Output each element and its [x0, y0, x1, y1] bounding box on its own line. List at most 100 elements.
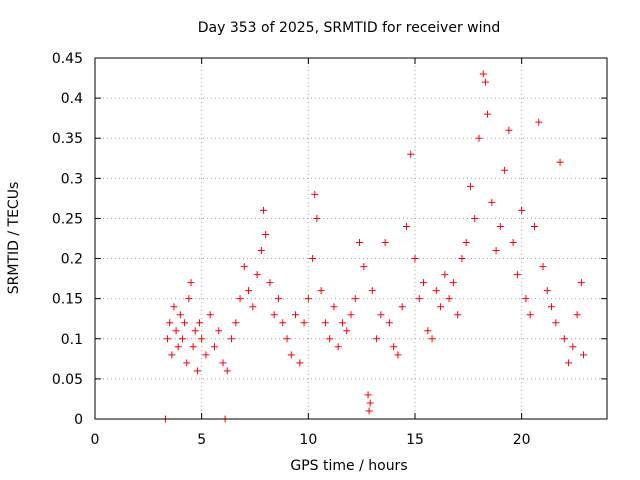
y-tick-label: 0.35: [52, 131, 83, 147]
data-point: [311, 190, 319, 198]
data-point: [496, 222, 504, 230]
data-point: [172, 327, 180, 335]
x-tick-label: 5: [197, 432, 206, 448]
y-tick-label: 0: [74, 412, 83, 428]
grid: [95, 58, 607, 419]
data-point: [253, 271, 261, 279]
data-point: [283, 335, 291, 343]
data-points: [161, 70, 588, 423]
data-point: [304, 295, 312, 303]
data-point: [569, 343, 577, 351]
data-point: [509, 239, 517, 247]
data-point: [356, 239, 364, 247]
data-point: [364, 391, 372, 399]
data-point: [411, 255, 419, 263]
data-point: [488, 198, 496, 206]
data-point: [539, 263, 547, 271]
data-point: [202, 351, 210, 359]
data-point: [351, 295, 359, 303]
data-point: [518, 206, 526, 214]
data-point: [170, 303, 178, 311]
data-point: [168, 351, 176, 359]
data-point: [377, 311, 385, 319]
data-point: [481, 78, 489, 86]
data-point: [475, 134, 483, 142]
data-point: [181, 319, 189, 327]
x-tick-label: 20: [513, 432, 531, 448]
data-point: [228, 335, 236, 343]
data-point: [183, 359, 191, 367]
y-tick-label: 0.05: [52, 372, 83, 388]
data-point: [347, 311, 355, 319]
data-point: [360, 263, 368, 271]
data-point: [274, 295, 282, 303]
data-point: [232, 319, 240, 327]
x-axis-label: GPS time / hours: [290, 458, 407, 474]
data-point: [466, 182, 474, 190]
data-point: [279, 319, 287, 327]
data-point: [193, 367, 201, 375]
data-point: [178, 335, 186, 343]
data-point: [223, 367, 231, 375]
data-point: [513, 271, 521, 279]
data-point: [471, 214, 479, 222]
data-point: [198, 335, 206, 343]
data-point: [270, 311, 278, 319]
data-point: [420, 279, 428, 287]
data-point: [577, 279, 585, 287]
y-tick-label: 0.2: [61, 252, 83, 268]
data-point: [292, 311, 300, 319]
data-point: [398, 303, 406, 311]
data-point: [240, 263, 248, 271]
data-point: [424, 327, 432, 335]
data-point: [206, 311, 214, 319]
data-point: [573, 311, 581, 319]
data-point: [365, 407, 373, 415]
data-point: [441, 271, 449, 279]
data-point: [343, 327, 351, 335]
data-point: [191, 327, 199, 335]
data-point: [505, 126, 513, 134]
data-point: [428, 335, 436, 343]
data-point: [185, 295, 193, 303]
data-point: [287, 351, 295, 359]
y-tick-label: 0.15: [52, 292, 83, 308]
data-point: [543, 287, 551, 295]
data-point: [394, 351, 402, 359]
data-point: [326, 335, 334, 343]
data-point: [526, 311, 534, 319]
y-tick-label: 0.3: [61, 171, 83, 187]
data-point: [366, 399, 374, 407]
y-tick-label: 0.25: [52, 211, 83, 227]
data-point: [407, 150, 415, 158]
data-point: [249, 303, 257, 311]
data-point: [313, 214, 321, 222]
data-point: [492, 247, 500, 255]
data-point: [449, 279, 457, 287]
data-point: [260, 206, 268, 214]
y-tick-label: 0.4: [61, 91, 83, 107]
data-point: [484, 110, 492, 118]
data-point: [390, 343, 398, 351]
data-point: [479, 70, 487, 78]
data-point: [334, 343, 342, 351]
data-point: [309, 255, 317, 263]
data-point: [548, 303, 556, 311]
data-point: [580, 351, 588, 359]
data-point: [257, 247, 265, 255]
data-point: [432, 287, 440, 295]
data-point: [535, 118, 543, 126]
data-point: [296, 359, 304, 367]
data-point: [210, 343, 218, 351]
data-point: [317, 287, 325, 295]
data-point: [166, 319, 174, 327]
data-point: [215, 327, 223, 335]
data-point: [196, 319, 204, 327]
chart-title: Day 353 of 2025, SRMTID for receiver win…: [198, 20, 501, 36]
data-point: [219, 359, 227, 367]
data-point: [501, 166, 509, 174]
data-point: [330, 303, 338, 311]
data-point: [266, 279, 274, 287]
